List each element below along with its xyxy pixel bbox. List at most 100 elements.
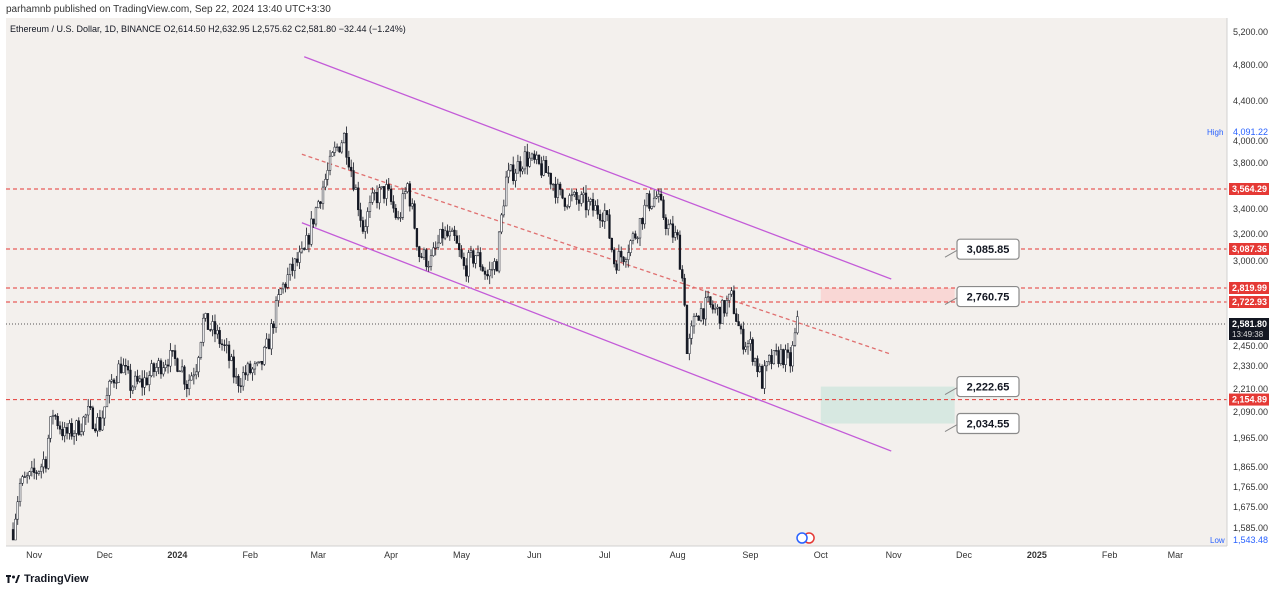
candle-body: [601, 220, 604, 222]
legend-line: Ethereum / U.S. Dollar, 1D, BINANCE O2,6…: [10, 24, 406, 34]
candle-body: [772, 350, 775, 364]
y-tick-label: 3,400.00: [1233, 204, 1268, 214]
channel-mid-line[interactable]: [301, 153, 892, 355]
support-zone: [820, 386, 955, 424]
candle-body: [497, 231, 501, 272]
callout-box[interactable]: [956, 375, 1020, 398]
candle-body: [145, 377, 149, 385]
candle-body: [662, 199, 665, 218]
candle-body: [277, 294, 280, 301]
last-price-text: 2,581.80: [1232, 319, 1267, 329]
candle-body: [455, 235, 458, 244]
candle-body: [744, 346, 747, 350]
y-tick-label: 3,800.00: [1233, 158, 1268, 168]
candle-body: [202, 317, 205, 343]
candle-body: [312, 218, 315, 225]
candle-body: [347, 157, 350, 168]
plot-background[interactable]: [6, 18, 1227, 546]
candle-body: [537, 154, 541, 164]
candle-body: [645, 193, 649, 206]
candle-body: [676, 232, 679, 236]
candle-body: [472, 250, 475, 264]
candle-body: [486, 274, 489, 277]
candle-body: [580, 194, 583, 204]
y-tick-label: 2,090.00: [1233, 407, 1268, 417]
candle-body: [629, 240, 632, 253]
candle-body: [650, 205, 653, 209]
x-tick-label: Dec: [956, 550, 973, 560]
candle-body: [143, 377, 146, 388]
x-tick-label: Feb: [242, 550, 258, 560]
candle-body: [155, 367, 158, 372]
time-axis[interactable]: [0, 546, 1280, 568]
candle-body: [528, 157, 531, 167]
candle-body: [300, 248, 304, 253]
event-icon-secondary[interactable]: [796, 532, 808, 544]
candle-body: [141, 378, 144, 388]
chart-area[interactable]: Ethereum / U.S. Dollar, 1D, BINANCE O2,6…: [0, 16, 1280, 568]
candle-body: [756, 358, 759, 373]
candle-body: [570, 194, 574, 196]
candle-body: [460, 249, 463, 258]
candle-body: [303, 248, 306, 250]
candle-body: [589, 199, 592, 202]
candle-body: [751, 339, 754, 362]
candle-body: [476, 252, 480, 256]
candle-body: [169, 350, 172, 367]
candle-body: [692, 316, 696, 327]
candle-body: [436, 242, 440, 248]
candle-body: [265, 338, 268, 348]
candle-body: [615, 263, 618, 271]
candle-body: [721, 300, 724, 324]
callout-box[interactable]: [956, 412, 1020, 435]
price-chart[interactable]: Ethereum / U.S. Dollar, 1D, BINANCE O2,6…: [0, 16, 1280, 568]
candle-body: [209, 329, 212, 331]
y-tick-label: 3,000.00: [1233, 256, 1268, 266]
candle-body: [608, 214, 611, 239]
callout-box[interactable]: [956, 238, 1020, 260]
channel-upper-line[interactable]: [303, 56, 892, 280]
candle-body: [659, 193, 663, 201]
candle-body: [566, 206, 569, 208]
candle-body: [483, 270, 487, 275]
candle-body: [56, 416, 59, 427]
footer-brand: TradingView: [6, 573, 89, 585]
candle-body: [458, 243, 461, 251]
candle-body: [101, 417, 104, 431]
candle-body: [176, 358, 179, 372]
candle-body: [530, 153, 534, 159]
candle-body: [380, 186, 383, 189]
candle-body: [610, 237, 613, 251]
candle-body: [237, 375, 240, 387]
candle-body: [307, 235, 311, 245]
candle-body: [115, 382, 118, 384]
candle-body: [474, 255, 477, 264]
x-tick-label: Jun: [527, 550, 542, 560]
candle-body: [188, 379, 191, 390]
candle-body: [342, 133, 346, 144]
candle-body: [274, 300, 278, 328]
last-price-badge: [1229, 318, 1269, 340]
candle-body: [357, 187, 360, 211]
candle-body: [523, 151, 527, 170]
candle-body: [657, 193, 660, 197]
y-tick-label: 2,330.00: [1233, 361, 1268, 371]
candle-body: [133, 375, 137, 388]
tradingview-logo-icon: [6, 575, 20, 583]
candle-body: [105, 395, 109, 408]
candle-body: [89, 406, 92, 408]
candle-body: [359, 209, 362, 221]
candle-body: [178, 370, 181, 373]
candle-body: [533, 153, 536, 160]
candle-body: [225, 344, 228, 346]
candle-body: [690, 325, 693, 339]
candle-body: [418, 246, 421, 257]
candle-body: [352, 170, 355, 190]
candle-body: [415, 228, 419, 247]
candle-body: [305, 235, 308, 250]
candle-body: [655, 196, 658, 199]
candle-body: [758, 365, 761, 373]
callout-box[interactable]: [956, 285, 1020, 308]
channel-lower-line[interactable]: [301, 222, 892, 452]
candle-body: [11, 529, 15, 541]
